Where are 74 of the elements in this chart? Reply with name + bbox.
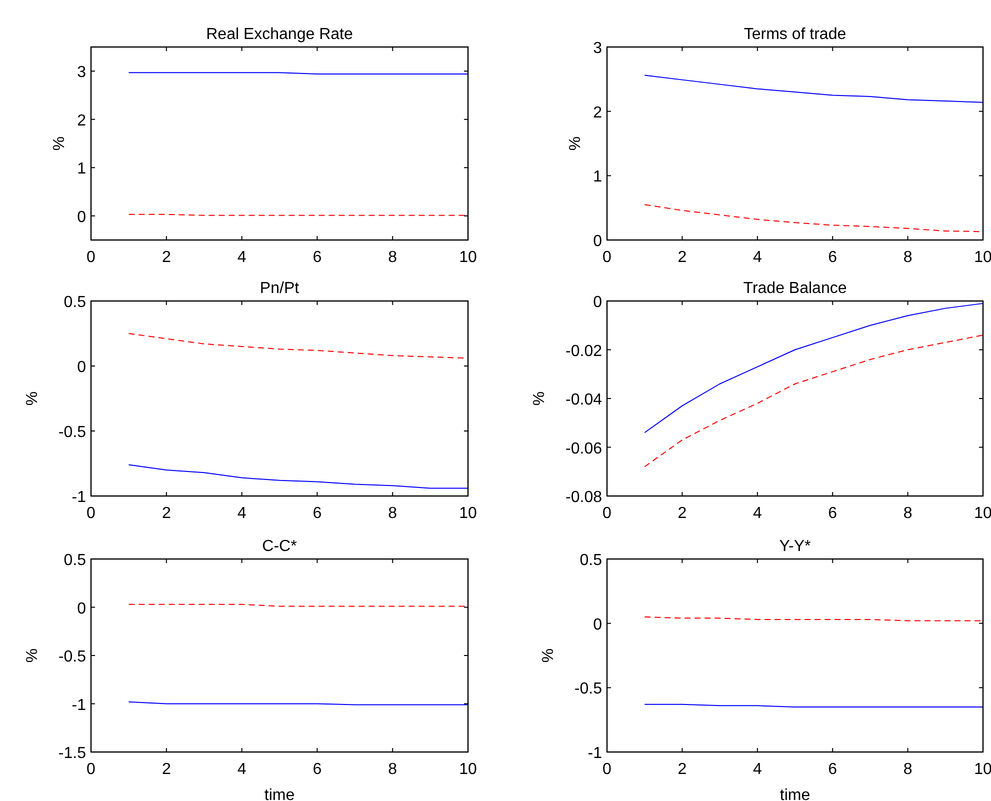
y-axis-title: %: [540, 648, 557, 663]
x-tick-label: 10: [459, 505, 477, 522]
line-series: [644, 74, 984, 103]
x-tick-label: 10: [459, 249, 477, 266]
x-tick-label: 6: [312, 505, 322, 522]
x-tick-label: 2: [162, 505, 171, 522]
x-tick-label: 4: [237, 761, 246, 778]
y-tick-label: -0.06: [566, 440, 602, 458]
x-tick-label: 8: [388, 505, 398, 522]
x-axis-title: time: [264, 787, 295, 801]
y-tick-label: 1: [77, 160, 86, 178]
chart-title: Y-Y*: [779, 538, 811, 555]
line-series: [128, 464, 468, 489]
y-tick-label: 3: [77, 64, 86, 82]
x-tick-label: 4: [752, 249, 762, 266]
y-tick-label: -1.5: [58, 745, 86, 762]
x-tick-label: 10: [459, 761, 477, 778]
y-tick-label: 2: [593, 104, 602, 122]
x-tick-label: 10: [974, 761, 991, 778]
y-tick-label: -0.04: [566, 392, 602, 408]
y-axis-title: %: [24, 648, 41, 663]
x-tick-label: 8: [903, 505, 912, 522]
x-tick-label: 10: [974, 505, 991, 522]
chart-title: Trade Balance: [743, 280, 847, 297]
y-tick-label: 0: [77, 208, 86, 226]
chart-title: C-C*: [262, 538, 297, 555]
chart-title: Pn/Pt: [260, 280, 300, 297]
x-tick-label: 2: [678, 505, 687, 522]
y-axis-title: %: [24, 391, 41, 406]
x-tick-label: 6: [828, 249, 838, 266]
y-tick-label: -1: [72, 696, 86, 714]
y-tick-label: 0: [593, 294, 602, 311]
x-tick-label: 2: [162, 249, 171, 266]
x-tick-label: 8: [903, 249, 912, 266]
y-tick-label: -0.08: [566, 489, 602, 506]
x-tick-label: 4: [237, 505, 246, 522]
y-tick-label: 1: [593, 168, 602, 186]
y-tick-label: 3: [593, 40, 602, 57]
y-tick-label: -0.5: [58, 648, 86, 666]
y-tick-label: 0: [593, 616, 602, 634]
chart-title: Real Exchange Rate: [206, 26, 353, 43]
y-tick-label: 0: [593, 233, 602, 250]
y-axis-title: %: [567, 136, 584, 151]
y-tick-label: -1: [588, 745, 602, 762]
y-tick-label: -0.02: [566, 342, 602, 360]
y-axis-title: %: [51, 136, 68, 151]
x-tick-label: 2: [162, 761, 171, 778]
x-tick-label: 6: [312, 249, 322, 266]
y-tick-label: 0.5: [580, 552, 602, 569]
y-tick-label: 2: [77, 112, 86, 130]
x-tick-label: 6: [828, 761, 838, 778]
x-tick-label: 8: [388, 249, 398, 266]
x-tick-label: 10: [974, 249, 991, 266]
x-tick-label: 4: [752, 505, 762, 522]
y-tick-label: 0: [77, 359, 86, 376]
x-tick-label: 8: [903, 761, 912, 778]
y-tick-label: -0.5: [574, 680, 602, 698]
line-series: [644, 334, 984, 468]
x-tick-label: 2: [678, 761, 687, 778]
x-tick-label: 6: [312, 761, 322, 778]
y-tick-label: -1: [72, 489, 86, 506]
x-axis-title: time: [780, 787, 810, 801]
x-tick-label: 6: [828, 505, 838, 522]
y-tick-label: -0.5: [58, 424, 86, 441]
x-tick-label: 2: [678, 249, 687, 266]
x-tick-label: 4: [752, 761, 762, 778]
y-axis-title: %: [531, 391, 548, 406]
x-tick-label: 8: [388, 761, 398, 778]
y-tick-label: 0.5: [64, 294, 86, 311]
y-tick-label: 0: [77, 600, 86, 618]
x-tick-label: 4: [237, 249, 246, 266]
y-tick-label: 0.5: [64, 552, 86, 569]
line-series: [644, 302, 984, 434]
chart-title: Terms of trade: [744, 26, 846, 43]
